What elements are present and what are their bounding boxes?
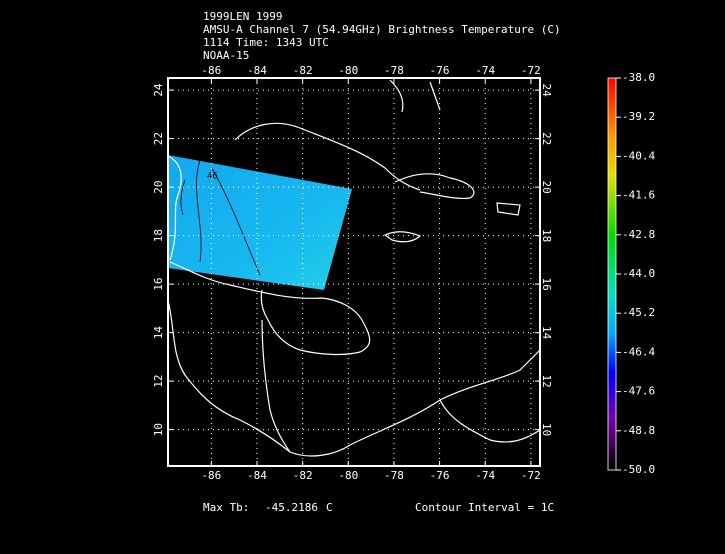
y-tick-label: 16	[540, 278, 553, 291]
x-tick-label: -72	[521, 64, 541, 77]
y-tick-label: 12	[540, 375, 553, 388]
y-tick-label: 24	[152, 83, 165, 97]
x-tick-label: -82	[293, 64, 313, 77]
x-tick-label: -84	[247, 469, 267, 482]
y-tick-label: 12	[152, 375, 165, 388]
header-line: 1999LEN 1999	[203, 10, 282, 23]
x-tick-label: -78	[384, 64, 404, 77]
header-line: 1114 Time: 1343 UTC	[203, 36, 329, 49]
x-tick-label: -76	[430, 469, 450, 482]
contour	[180, 159, 261, 276]
coastline	[168, 79, 540, 457]
header-line: NOAA-15	[203, 49, 249, 62]
footer-label: Max Tb:	[203, 501, 249, 514]
colorbar-label: -39.2	[622, 110, 655, 123]
x-tick-label: -86	[201, 64, 221, 77]
y-tick-label: 14	[152, 326, 165, 340]
x-tick-label: -86	[201, 469, 221, 482]
y-tick-label: 22	[152, 132, 165, 145]
colorbar-label: -44.0	[622, 267, 655, 280]
colorbar-label: -48.8	[622, 424, 655, 437]
y-tick-label: 14	[540, 326, 553, 340]
colorbar-label: -38.0	[622, 71, 655, 84]
y-tick-label: 18	[152, 229, 165, 242]
footer-unit: C	[326, 501, 333, 514]
footer-value: -45.2186	[265, 501, 318, 514]
y-tick-label: 18	[540, 229, 553, 242]
y-tick-label: 22	[540, 132, 553, 145]
footer-interval: Contour Interval = 1C	[415, 501, 554, 514]
y-tick-label: 10	[152, 423, 165, 436]
colorbar-label: -46.4	[622, 345, 655, 358]
y-tick-label: 10	[540, 423, 553, 436]
colorbar-label: -47.6	[622, 385, 655, 398]
colorbar-label: -42.8	[622, 228, 655, 241]
x-tick-label: -74	[475, 64, 495, 77]
x-tick-label: -78	[384, 469, 404, 482]
x-tick-label: -74	[475, 469, 495, 482]
colorbar-label: -41.6	[622, 189, 655, 202]
x-tick-label: -76	[430, 64, 450, 77]
swath	[168, 155, 352, 290]
x-tick-label: -72	[521, 469, 541, 482]
colorbar-label: -45.2	[622, 306, 655, 319]
y-tick-label: 24	[540, 84, 553, 98]
colorbar-label: -50.0	[622, 463, 655, 476]
map-area: 46	[168, 79, 540, 457]
y-tick-label: 20	[540, 181, 553, 194]
colorbar	[607, 77, 617, 471]
y-tick-label: 16	[152, 278, 165, 291]
x-tick-label: -84	[247, 64, 267, 77]
map-frame	[167, 77, 541, 467]
header-line: AMSU-A Channel 7 (54.94GHz) Brightness T…	[203, 23, 561, 36]
contour-label: 46	[207, 172, 218, 182]
x-tick-label: -82	[293, 469, 313, 482]
x-tick-label: -80	[338, 469, 358, 482]
colorbar-label: -40.4	[622, 149, 655, 162]
y-tick-label: 20	[152, 181, 165, 194]
x-tick-label: -80	[338, 64, 358, 77]
